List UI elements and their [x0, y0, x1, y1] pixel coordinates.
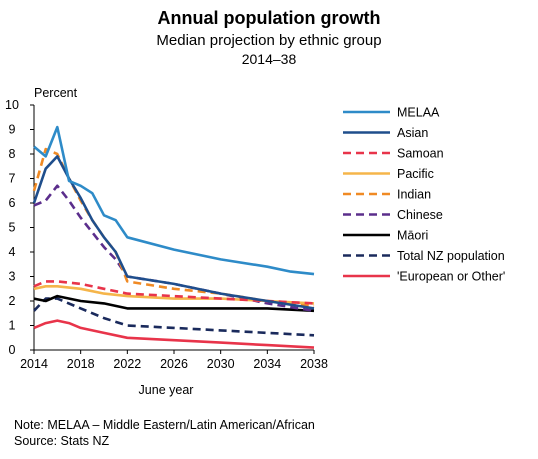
note-text: Note: MELAA – Middle Eastern/Latin Ameri…	[14, 418, 315, 432]
y-tick-label: 10	[5, 98, 19, 112]
x-tick-label: 2022	[113, 357, 141, 371]
legend-label: Pacific	[397, 167, 434, 181]
legend-label: Asian	[397, 126, 428, 140]
series-line-asian	[32, 155, 315, 310]
y-tick-label: 0	[9, 343, 16, 357]
series-line-melaa	[33, 125, 315, 276]
y-axis-label: Percent	[34, 86, 78, 100]
legend-label: Total NZ population	[397, 249, 505, 263]
chart-series	[32, 125, 315, 349]
series-line-total-nz-population	[33, 297, 315, 337]
x-tick-label: 2014	[20, 357, 48, 371]
y-tick-label: 1	[9, 319, 16, 333]
x-tick-label: 2018	[67, 357, 95, 371]
y-tick-label: 2	[9, 294, 16, 308]
chart-axes: 0 1 2 3 4 5 6 7 8 9 10 2014 2018 2022 2026 2030 2034 2038	[5, 98, 328, 371]
chart-subtitle: Median projection by ethnic group	[156, 32, 382, 49]
legend-label: 'European or Other'	[397, 270, 505, 284]
series-line-m-ori	[33, 294, 315, 313]
y-tick-label: 3	[9, 270, 16, 284]
chart-title: Annual population growth	[157, 8, 381, 28]
chart-legend: MELAA Asian Samoan Pacific Indian Chinese Māor…	[343, 106, 505, 284]
source-text: Source: Stats NZ	[14, 434, 110, 448]
y-tick-label: 4	[9, 245, 16, 259]
series-line-indian	[32, 147, 315, 308]
legend-label: Māori	[397, 229, 428, 243]
series-line-european-or-other	[33, 319, 315, 349]
x-tick-label: 2030	[207, 357, 235, 371]
chart-period: 2014–38	[241, 51, 297, 67]
x-tick-label: 2038	[300, 357, 328, 371]
y-tick-label: 7	[9, 172, 16, 186]
x-axis-label: June year	[139, 383, 194, 397]
y-tick-label: 5	[9, 221, 16, 235]
legend-label: MELAA	[397, 106, 440, 120]
legend-label: Chinese	[397, 208, 443, 222]
series-line-samoan	[33, 280, 315, 305]
line-chart: 0 1 2 3 4 5 6 7 8 9 10 2014 2018 2022 2026 2030 2034 2038…	[5, 86, 505, 397]
y-tick-label: 8	[9, 147, 16, 161]
y-tick-label: 6	[9, 196, 16, 210]
x-tick-label: 2034	[253, 357, 281, 371]
y-tick-label: 9	[9, 123, 16, 137]
legend-label: Indian	[397, 188, 431, 202]
legend-label: Samoan	[397, 147, 444, 161]
x-tick-label: 2026	[160, 357, 188, 371]
